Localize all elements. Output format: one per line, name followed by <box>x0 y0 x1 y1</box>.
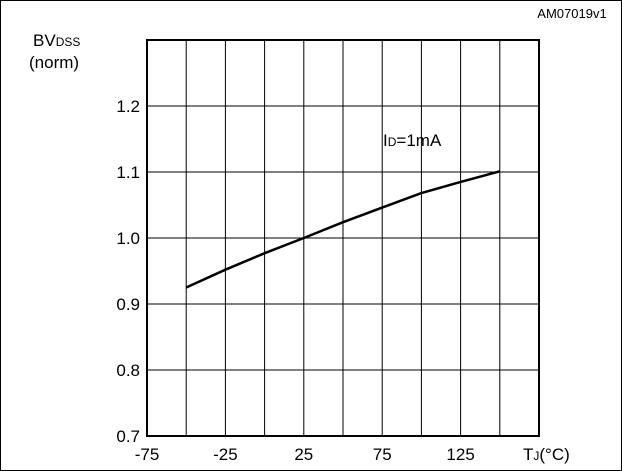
y-tick-label: 0.7 <box>116 427 140 446</box>
x-tick-label: -75 <box>135 445 160 464</box>
x-tick-labels: -75 -25 25 75 125 <box>135 445 475 464</box>
figure-id: AM07019v1 <box>537 6 606 21</box>
x-tick-label: -25 <box>213 445 238 464</box>
y-tick-label: 1.1 <box>116 163 140 182</box>
x-tick-label: 75 <box>373 445 392 464</box>
x-axis-label: TJ(°C) <box>523 445 570 464</box>
y-tick-labels: 0.7 0.8 0.9 1.0 1.1 1.2 <box>116 97 140 446</box>
y-axis-label: BVDSS <box>33 31 80 50</box>
x-tick-label: 125 <box>446 445 474 464</box>
grid <box>147 40 539 436</box>
x-tick-label: 25 <box>294 445 313 464</box>
condition-annotation: ID=1mA <box>383 131 442 150</box>
y-tick-label: 0.8 <box>116 361 140 380</box>
y-tick-label: 1.2 <box>116 97 140 116</box>
y-axis-unit: (norm) <box>29 53 79 72</box>
y-tick-label: 1.0 <box>116 229 140 248</box>
y-tick-label: 0.9 <box>116 295 140 314</box>
